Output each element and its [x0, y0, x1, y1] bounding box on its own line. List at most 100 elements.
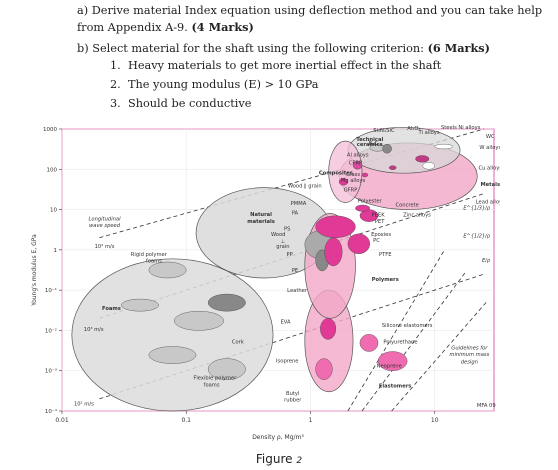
question-b-marks: (6 Marks): [427, 41, 491, 55]
material-label: Foams: [102, 306, 121, 312]
question-b-prefix: b): [77, 42, 89, 55]
material-bubble: [148, 346, 197, 364]
material-label: MFA 09: [477, 403, 496, 409]
y-tick-label: 1000: [43, 127, 57, 133]
material-bubble: [174, 311, 224, 331]
material-bubble: [320, 318, 337, 340]
criterion-1-num: 1.: [110, 59, 121, 72]
family-envelope: [347, 126, 461, 174]
guideline-index-label: E^{1/2}/ρ: [463, 234, 490, 240]
material-label: Wood: [271, 232, 285, 238]
material-label: design: [461, 360, 478, 366]
material-label: B₄C: [369, 141, 379, 147]
material-label: ceramics: [357, 142, 383, 148]
material-label: PS: [284, 227, 290, 233]
material-bubble: [377, 351, 408, 371]
material-bubble: [355, 204, 370, 212]
x-tick-label: 10: [431, 417, 439, 424]
question-a-prefix: a): [77, 4, 89, 17]
guideline-slope1: [99, 128, 485, 239]
material-bubble: [361, 172, 369, 178]
material-label: Technical: [356, 137, 383, 143]
guideline-slope1: [99, 193, 485, 319]
material-label: Polyurethane: [383, 339, 417, 345]
material-bubble: [148, 261, 187, 279]
material-label: Si₃N₄: [373, 128, 386, 134]
question-a-text: Derive material Index equation using def…: [77, 4, 543, 34]
material-label: grain: [276, 244, 289, 250]
material-label: Cu alloys: [478, 165, 500, 171]
material-label: Guidelines for: [451, 345, 488, 351]
question-a-marks: (4 Marks): [191, 20, 254, 34]
y-tick-label: 10: [50, 208, 57, 214]
guideline-slope1: [99, 273, 485, 400]
material-bubble: [315, 215, 356, 238]
material-label: foams: [204, 383, 220, 389]
material-label: Rigid polymer: [131, 252, 168, 258]
material-label: Steels: [441, 125, 457, 131]
material-label: Neoprene: [377, 364, 402, 370]
y-tick-label: 10⁻²: [45, 327, 57, 334]
material-label: PP: [287, 252, 293, 258]
material-label: PET: [375, 219, 385, 225]
y-tick-label: 10⁻⁴: [45, 408, 58, 415]
criterion-1-text: Heavy materials to get more inertial eff…: [127, 59, 442, 72]
material-label: Epoxies: [371, 232, 391, 238]
criterion-3-num: 3.: [110, 97, 121, 110]
material-label: Concrete: [395, 202, 418, 208]
criterion-3-text: Should be conductive: [127, 97, 252, 110]
y-tick-label: 100: [47, 167, 58, 173]
material-label: 10³ m/s: [84, 327, 104, 333]
guideline-steep: [347, 249, 445, 412]
material-label: Mg alloys: [341, 178, 366, 184]
figure-caption-num: 2: [296, 456, 303, 466]
y-tick-label: 1: [54, 248, 58, 254]
material-label: SiC: [386, 128, 395, 134]
material-label: foams: [146, 259, 162, 265]
y-tick-label: 10⁻³: [45, 368, 57, 375]
material-label: Wood ∥ grain: [288, 184, 322, 190]
material-bubble: [415, 155, 430, 163]
criterion-2-num: 2.: [110, 78, 121, 91]
family-envelope: [71, 258, 274, 412]
material-label: PA: [292, 211, 299, 217]
family-envelope: [328, 140, 363, 203]
material-label: Metals: [481, 182, 500, 188]
material-label: Polymers: [372, 277, 399, 283]
material-label: Flexible polymer: [193, 376, 237, 382]
material-label: Cork: [232, 339, 244, 345]
material-label: Glass: [346, 172, 360, 178]
material-label: 10⁴ m/s: [95, 244, 115, 250]
question-b-text: Select material for the shaft using the …: [92, 42, 424, 55]
material-label: Polyester: [358, 198, 383, 204]
x-tick-label: 0.1: [181, 417, 191, 424]
material-label: Leather: [287, 288, 308, 294]
material-label: rubber: [284, 398, 302, 404]
material-label: Longitudinal: [89, 216, 122, 222]
material-label: Natural: [250, 212, 272, 218]
material-label: Al alloys: [347, 152, 369, 158]
guideline-steep: [391, 302, 487, 412]
material-label: Elastomers: [379, 384, 412, 390]
material-label: Butyl: [286, 391, 299, 397]
material-label: PMMA: [291, 201, 307, 207]
material-label: Lead alloys: [476, 200, 500, 206]
material-label: ⊥: [281, 239, 286, 245]
material-label: wave speed: [89, 223, 121, 229]
figure-caption: Figure 2: [0, 452, 558, 466]
question-a: a) Derive material Index equation using …: [77, 2, 547, 36]
material-bubble: [359, 334, 379, 352]
material-label: CFRP: [349, 161, 362, 167]
material-label: Ni alloys: [458, 125, 480, 131]
material-label: Silicone elastomers: [382, 323, 433, 329]
guideline-index-label: E^{1/3}/ρ: [463, 206, 490, 212]
figure-caption-text: Figure: [255, 452, 293, 466]
x-axis-label: Density ρ, Mg/m³: [252, 434, 304, 441]
material-label: Ti alloys: [417, 130, 439, 136]
material-bubble: [388, 165, 397, 170]
guideline-steep: [361, 270, 467, 412]
material-label: PE: [292, 268, 298, 274]
x-tick-label: 1: [309, 417, 313, 424]
material-label: Composites: [319, 170, 353, 176]
